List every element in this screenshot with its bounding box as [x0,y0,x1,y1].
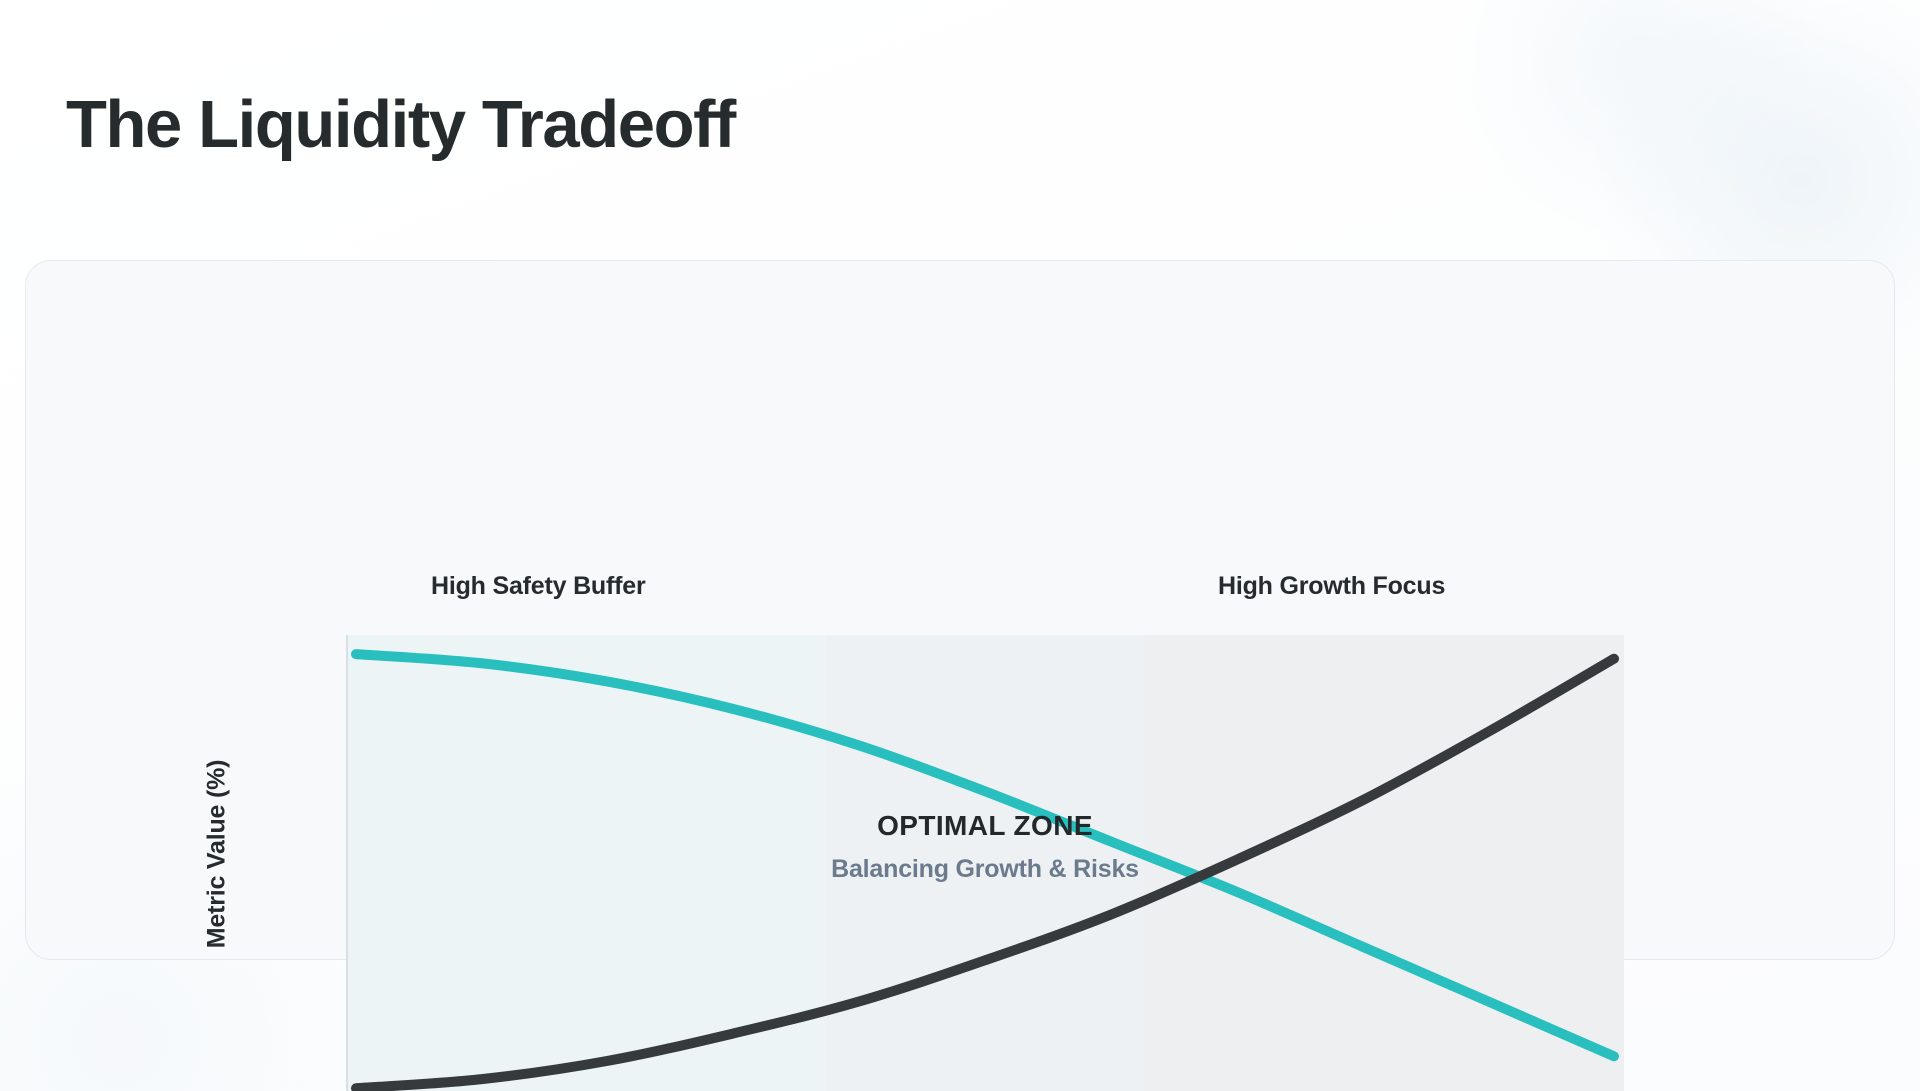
band-optimal-zone [826,635,1144,1091]
y-axis-line [346,635,348,1091]
y-axis-title: Metric Value (%) [202,759,231,949]
page-title: The Liquidity Tradeoff [66,87,736,162]
curve-growth-line [351,653,1619,1091]
zone-caption-safety: High Safety Buffer [431,572,646,600]
chart-card: High Safety Buffer High Growth Focus Met… [25,260,1895,1091]
curve-safety-line [351,649,1619,1062]
curves-svg [351,649,1619,1091]
zone-caption-growth: High Growth Focus [1218,572,1446,600]
plot-area: OPTIMAL ZONE Balancing Growth & Risks [346,635,1624,1091]
